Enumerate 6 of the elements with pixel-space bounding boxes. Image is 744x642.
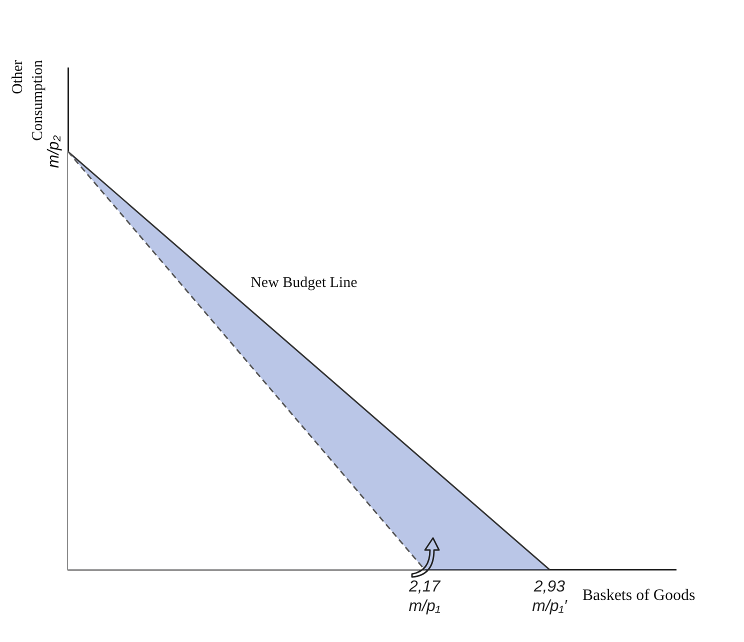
x-axis-title: Baskets of Goods bbox=[582, 586, 696, 604]
x-tick-label: 2,93 m/p₁′ bbox=[532, 578, 568, 615]
x-tick-label: 2,17 m/p₁ bbox=[408, 578, 442, 615]
series-label: New Budget Line bbox=[250, 275, 358, 292]
annotation: m/p₂ bbox=[45, 135, 62, 168]
y-axis-title: Other Consumption bbox=[10, 60, 46, 141]
